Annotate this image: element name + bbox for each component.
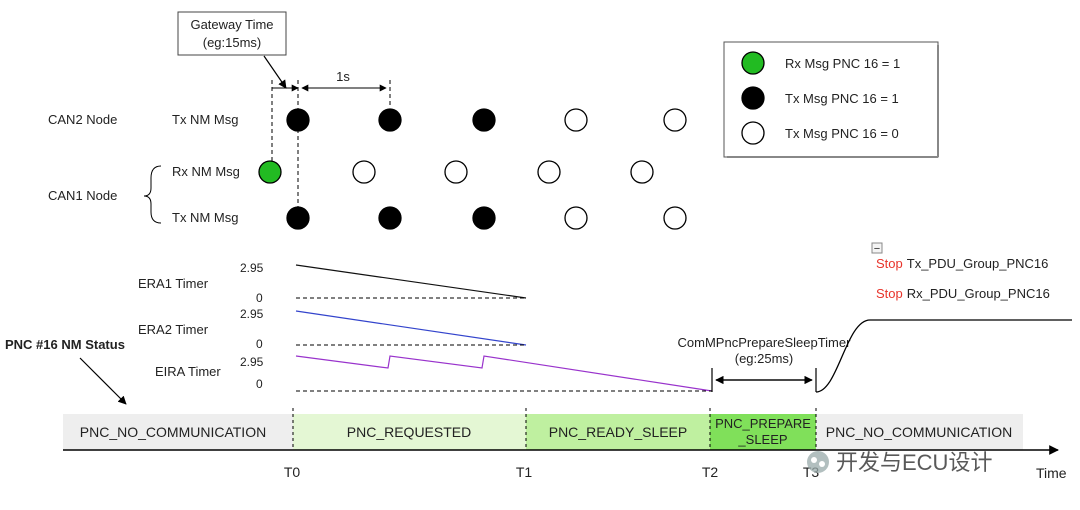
state-band-no-comm-2 — [816, 414, 1023, 450]
era2-max-label: 2.95 — [240, 307, 264, 321]
msg-can1-rx-5 — [630, 160, 654, 184]
can1-tx-label: Tx NM Msg — [172, 210, 238, 225]
watermark-logo-icon — [807, 451, 829, 473]
eira-zero-label: 0 — [256, 377, 263, 391]
stop-tx-action: Stop Tx_PDU_Group_PNC16 — [876, 256, 1048, 271]
stop-tx-group: Tx_PDU_Group_PNC16 — [907, 256, 1049, 271]
interval-1s-marker: 1s — [301, 69, 391, 108]
state-band-ready-sleep — [526, 414, 710, 450]
gateway-time-example: (eg:15ms) — [203, 35, 262, 50]
eira-max-label: 2.95 — [240, 355, 264, 369]
can1-rx-label: Rx NM Msg — [172, 164, 240, 179]
state-no-comm-1-label: PNC_NO_COMMUNICATION — [80, 424, 266, 440]
era2-timer: ERA2 Timer 2.95 0 — [138, 307, 527, 351]
prepare-sleep-timer-example: (eg:25ms) — [735, 351, 794, 366]
gateway-time-label: Gateway Time — [190, 17, 273, 32]
era1-max-label: 2.95 — [240, 261, 264, 275]
state-band-no-comm-1 — [63, 414, 293, 450]
tick-t0: T0 — [284, 464, 301, 480]
legend: Rx Msg PNC 16 = 1 Tx Msg PNC 16 = 1 Tx M… — [723, 41, 939, 158]
state-no-comm-2-label: PNC_NO_COMMUNICATION — [826, 424, 1012, 440]
can1-brace — [143, 165, 162, 224]
tick-t1: T1 — [516, 464, 533, 480]
legend-rx-pnc1-label: Rx Msg PNC 16 = 1 — [785, 56, 900, 71]
msg-can1-rx-1 — [258, 160, 282, 184]
msg-can2-tx-1 — [286, 108, 310, 132]
msg-can1-tx-2 — [378, 206, 402, 230]
eira-timer: EIRA Timer 2.95 0 — [155, 355, 713, 392]
tick-t2: T2 — [702, 464, 719, 480]
prepare-sleep-timer-label: ComMPncPrepareSleepTimer — [678, 335, 852, 350]
stop-rx-action: Stop Rx_PDU_Group_PNC16 — [876, 286, 1050, 301]
state-band-prepare-sleep — [710, 414, 816, 450]
era2-zero-label: 0 — [256, 337, 263, 351]
legend-tx-pnc0-label: Tx Msg PNC 16 = 0 — [785, 126, 899, 141]
time-axis-label: Time — [1036, 465, 1067, 481]
msg-can1-tx-4 — [564, 206, 588, 230]
state-band-requested — [293, 414, 526, 450]
era1-timer: ERA1 Timer 2.95 0 — [138, 261, 527, 305]
era2-timer-label: ERA2 Timer — [138, 322, 209, 337]
collapse-glyph: − — [874, 243, 880, 255]
msg-can1-rx-4 — [537, 160, 561, 184]
collapse-toggle[interactable]: − — [871, 242, 883, 255]
msg-can1-rx-3 — [444, 160, 468, 184]
state-prepare-sleep-label-1: PNC_PREPARE — [715, 416, 811, 431]
legend-tx-pnc1-label: Tx Msg PNC 16 = 1 — [785, 91, 899, 106]
msg-can2-tx-2 — [378, 108, 402, 132]
state-ready-sleep-label: PNC_READY_SLEEP — [549, 424, 688, 440]
msg-can2-tx-5 — [663, 108, 687, 132]
stop-tx-keyword: Stop — [876, 256, 903, 271]
state-prepare-sleep-label-2: _SLEEP — [737, 432, 787, 447]
era1-timer-label: ERA1 Timer — [138, 276, 209, 291]
eira-timer-label: EIRA Timer — [155, 364, 221, 379]
legend-tx-pnc1-swatch — [741, 86, 765, 110]
pnc-status-arrow — [79, 357, 127, 405]
watermark: 开发与ECU设计 — [807, 450, 992, 475]
gateway-time-callout: Gateway Time (eg:15ms) — [177, 11, 287, 89]
msg-can1-tx-3 — [472, 206, 496, 230]
stop-rx-keyword: Stop — [876, 286, 903, 301]
era1-zero-label: 0 — [256, 291, 263, 305]
prepare-sleep-timer: ComMPncPrepareSleepTimer (eg:25ms) — [678, 335, 852, 392]
legend-rx-pnc1-swatch — [741, 51, 765, 75]
state-requested-label: PNC_REQUESTED — [347, 424, 471, 440]
msg-can2-tx-3 — [472, 108, 496, 132]
interval-label: 1s — [336, 69, 350, 84]
can2-node-label: CAN2 Node — [48, 112, 117, 127]
stop-rx-group: Rx_PDU_Group_PNC16 — [907, 286, 1050, 301]
pnc-status-title: PNC #16 NM Status — [5, 337, 125, 352]
msg-can1-rx-2 — [352, 160, 376, 184]
legend-tx-pnc0-swatch — [741, 121, 765, 145]
post-t3-transition-curve — [815, 319, 1072, 393]
can1-node-label: CAN1 Node — [48, 188, 117, 203]
gateway-gap-marker — [271, 80, 299, 210]
msg-can2-tx-4 — [564, 108, 588, 132]
watermark-text: 开发与ECU设计 — [836, 450, 992, 475]
msg-can1-tx-1 — [286, 206, 310, 230]
can2-tx-label: Tx NM Msg — [172, 112, 238, 127]
msg-can1-tx-5 — [663, 206, 687, 230]
